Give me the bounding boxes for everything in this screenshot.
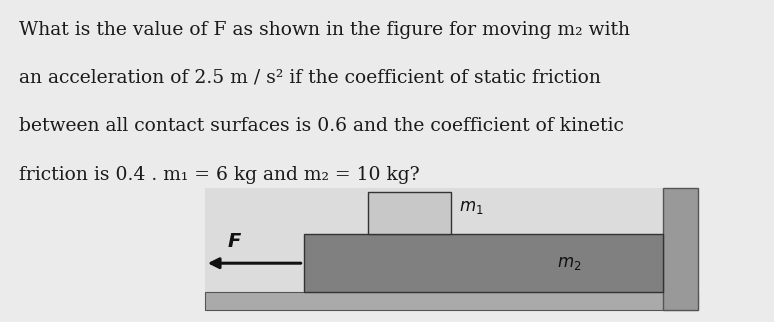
Bar	[303, 234, 663, 292]
Text: $\mathit{m}_1$: $\mathit{m}_1$	[459, 198, 484, 216]
Text: friction is 0.4 . m₁ = 6 kg and m₂ = 10 kg?: friction is 0.4 . m₁ = 6 kg and m₂ = 10 …	[19, 166, 420, 184]
Bar	[663, 188, 698, 310]
Bar	[205, 292, 698, 310]
Bar	[205, 188, 698, 310]
Text: What is the value of F as shown in the figure for moving m₂ with: What is the value of F as shown in the f…	[19, 21, 630, 39]
Bar	[368, 192, 451, 234]
Text: $\mathit{m}_2$: $\mathit{m}_2$	[557, 254, 582, 272]
Text: F: F	[228, 232, 241, 251]
Text: between all contact surfaces is 0.6 and the coefficient of kinetic: between all contact surfaces is 0.6 and …	[19, 117, 624, 135]
Text: an acceleration of 2.5 m / s² if the coefficient of static friction: an acceleration of 2.5 m / s² if the coe…	[19, 69, 601, 87]
